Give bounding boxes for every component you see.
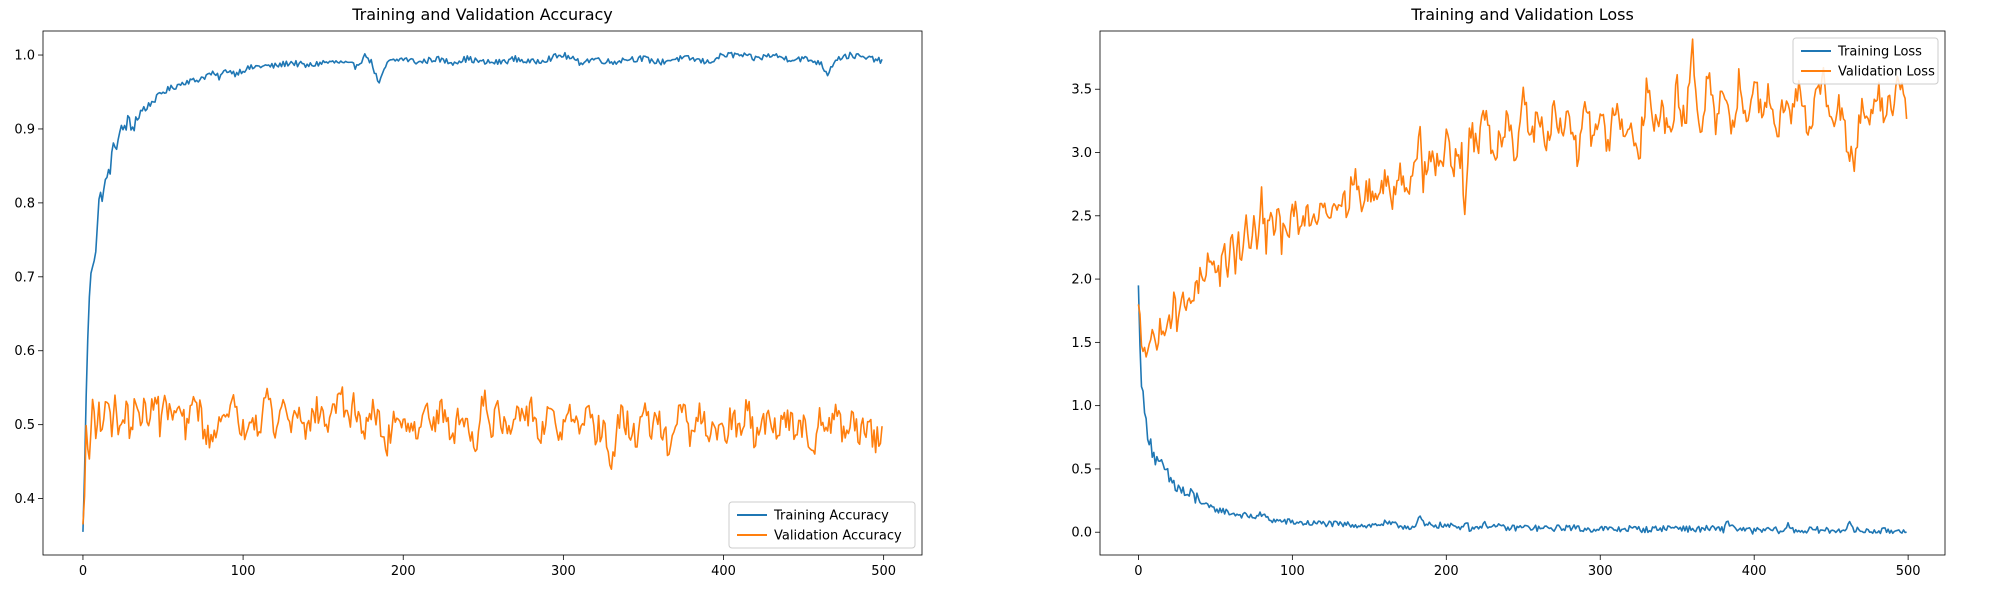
y-tick-label-3-0: 3.0: [1071, 146, 1092, 161]
series-line-validation-accuracy: [82, 386, 883, 525]
accuracy-chart: Training and Validation Accuracy 0 100 200…: [14, 5, 923, 579]
series-line-validation-loss: [1137, 38, 1908, 358]
legend-label-validation-accuracy: Validation Accuracy: [774, 529, 902, 544]
y-tick-label-2-0: 2.0: [1071, 273, 1092, 288]
x-tick-label-500: 500: [1896, 564, 1921, 579]
axes-frame-1: [1099, 30, 1946, 556]
y-tick-label-0-0: 0.0: [1071, 526, 1092, 541]
accuracy-legend-box: [728, 501, 916, 549]
y-tick-label-0-8: 0.8: [14, 196, 35, 211]
y-tick-label-3-5: 3.5: [1071, 83, 1092, 98]
legend-label-training-accuracy: Training Accuracy: [773, 509, 889, 524]
series-line-training-loss: [1137, 285, 1907, 535]
accuracy-chart-title: Training and Validation Accuracy: [351, 5, 613, 24]
y-tick-label-0-5: 0.5: [14, 418, 35, 433]
y-tick-label-0-6: 0.6: [14, 344, 35, 359]
loss-chart: Training and Validation Loss 0 100 200 300 4…: [1071, 5, 1946, 579]
loss-plot-area: 0 100 200 300 400 500 0.0 0.5 1.0 1.5 2.0 2.5 3.0 3.5: [1071, 30, 1946, 579]
accuracy-legend: Training Accuracy Validation Accuracy: [728, 501, 916, 549]
y-tick-label-2-5: 2.5: [1071, 209, 1092, 224]
y-tick-label-1-5: 1.5: [1071, 336, 1092, 351]
axes-frame-0: [42, 30, 923, 556]
x-tick-label-0: 0: [1134, 564, 1142, 579]
x-tick-label-100: 100: [231, 564, 256, 579]
legend-label-training-loss: Training Loss: [1837, 45, 1922, 60]
y-tick-label-0-4: 0.4: [14, 492, 35, 507]
x-tick-label-100: 100: [1280, 564, 1305, 579]
x-tick-label-400: 400: [1742, 564, 1767, 579]
y-tick-label-0-7: 0.7: [14, 270, 35, 285]
series-line-training-accuracy: [82, 51, 883, 532]
x-tick-label-400: 400: [711, 564, 736, 579]
x-tick-label-500: 500: [871, 564, 896, 579]
y-tick-label-0-5: 0.5: [1071, 462, 1092, 477]
x-tick-label-0: 0: [79, 564, 87, 579]
loss-chart-title: Training and Validation Loss: [1410, 5, 1634, 24]
y-tick-label-0-9: 0.9: [14, 122, 35, 137]
x-tick-label-200: 200: [391, 564, 416, 579]
x-tick-label-200: 200: [1434, 564, 1459, 579]
accuracy-plot-area: 0 100 200 300 400 500 0.4 0.5 0.6 0.7 0.8 0.9 1.0: [14, 30, 923, 579]
x-tick-label-300: 300: [551, 564, 576, 579]
y-tick-label-1-0: 1.0: [14, 49, 35, 64]
legend-label-validation-loss: Validation Loss: [1838, 65, 1935, 80]
loss-legend-box: [1792, 37, 1939, 85]
y-tick-label-1-0: 1.0: [1071, 399, 1092, 414]
loss-legend: Training Loss Validation Loss: [1792, 37, 1939, 85]
x-tick-label-300: 300: [1588, 564, 1613, 579]
